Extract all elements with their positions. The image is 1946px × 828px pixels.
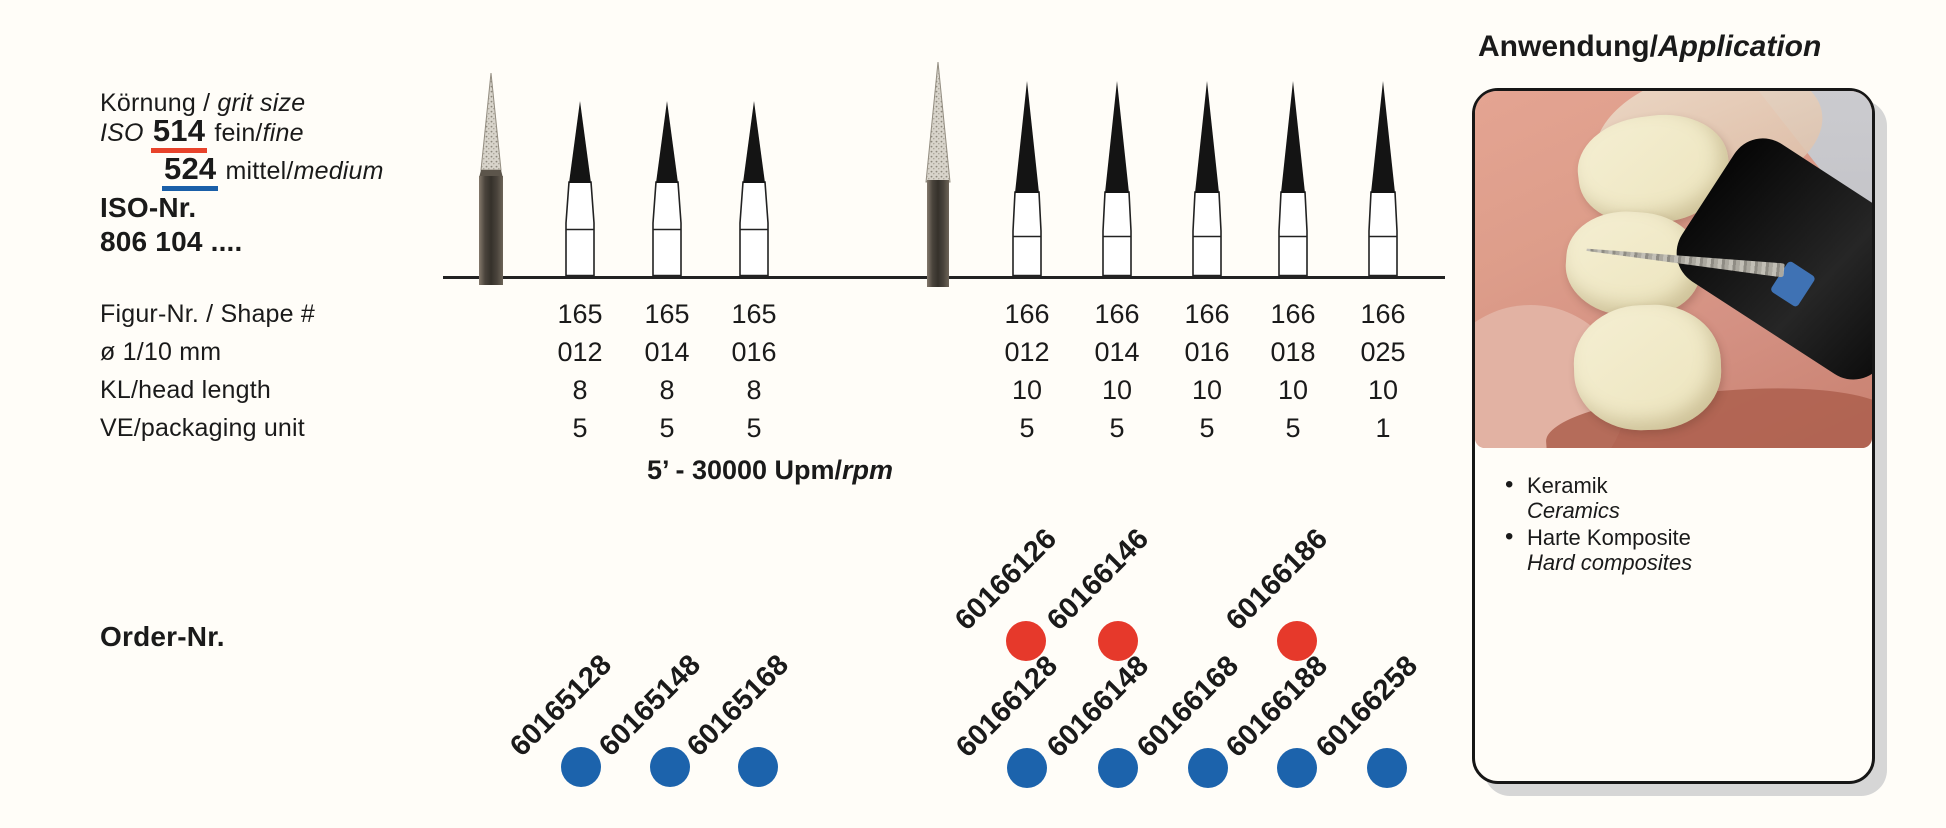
table-cell: 025 xyxy=(1360,337,1406,367)
order-dot-blue xyxy=(1007,748,1047,788)
application-list: Keramik Ceramics Harte Komposite Hard co… xyxy=(1503,472,1693,577)
label-iso-514: ISO 514 fein/fine xyxy=(100,115,304,153)
order-dot-blue xyxy=(1098,748,1138,788)
order-dot-blue xyxy=(738,747,778,787)
table-cell: 165 xyxy=(731,299,777,329)
label-grit-en: grit size xyxy=(217,89,306,117)
table-cell: 5 xyxy=(1109,413,1125,443)
bur-drawing-166-018 xyxy=(1278,81,1308,277)
label-row-head-length: KL/head length xyxy=(100,376,272,404)
table-cell: 016 xyxy=(1184,337,1230,367)
speed-text: 5’ - 30000 Upm/ xyxy=(646,455,843,485)
label-iso-nr: ISO-Nr. xyxy=(100,192,197,223)
table-cell: 10 xyxy=(1277,375,1309,405)
table-cell: 012 xyxy=(1004,337,1050,367)
label-row-packaging: VE/packaging unit xyxy=(100,414,305,442)
bur-drawing-165-012 xyxy=(565,101,595,277)
table-cell: 5 xyxy=(1285,413,1301,443)
bur-drawing-166-016 xyxy=(1192,81,1222,277)
table-cell: 166 xyxy=(1094,299,1140,329)
order-dot-blue xyxy=(1277,748,1317,788)
label-order-nr: Order-Nr. xyxy=(100,621,225,652)
bur-photo-165 xyxy=(479,72,503,285)
table-cell: 014 xyxy=(1094,337,1140,367)
label-row-shape: Figur-Nr. / Shape # xyxy=(100,300,316,328)
grade-code-524: 524 xyxy=(162,153,219,191)
order-dot-red xyxy=(1277,621,1317,661)
bur-photo-166 xyxy=(925,61,951,287)
order-dot-red xyxy=(1098,621,1138,661)
grade-524-en: medium xyxy=(293,157,384,185)
table-cell: 166 xyxy=(1270,299,1316,329)
table-cell: 5 xyxy=(1019,413,1035,443)
application-title: Anwendung/Application xyxy=(1478,30,1821,64)
list-item: Keramik Ceramics xyxy=(1503,472,1692,523)
table-cell: 166 xyxy=(1184,299,1230,329)
table-cell: 5 xyxy=(1199,413,1215,443)
speed-rpm: rpm xyxy=(842,455,894,485)
table-cell: 012 xyxy=(557,337,603,367)
application-photo xyxy=(1475,91,1872,448)
grade-514-en: fine xyxy=(262,119,304,147)
table-cell: 018 xyxy=(1270,337,1316,367)
table-cell: 8 xyxy=(572,375,588,405)
order-dot-blue xyxy=(1367,748,1407,788)
application-title-en: Application xyxy=(1657,30,1822,63)
table-cell: 165 xyxy=(557,299,603,329)
table-cell: 10 xyxy=(1191,375,1223,405)
label-grit-de: Körnung / xyxy=(100,89,211,117)
bur-drawing-166-012 xyxy=(1012,81,1042,277)
table-cell: 016 xyxy=(731,337,777,367)
label-row-diameter: ø 1/10 mm xyxy=(100,338,222,366)
grade-code-514: 514 xyxy=(150,115,208,153)
label-iso-nr-value: 806 104 .... xyxy=(100,226,243,257)
table-cell: 10 xyxy=(1367,375,1399,405)
table-cell: 5 xyxy=(572,413,588,443)
table-cell: 166 xyxy=(1004,299,1050,329)
application-item-de: Keramik xyxy=(1503,472,1692,498)
table-cell: 10 xyxy=(1011,375,1043,405)
grade-514-de: fein/ xyxy=(214,119,263,147)
application-title-de: Anwendung/ xyxy=(1478,30,1658,63)
table-cell: 166 xyxy=(1360,299,1406,329)
order-dot-red xyxy=(1006,621,1046,661)
order-dot-blue xyxy=(1188,748,1228,788)
bur-drawing-166-014 xyxy=(1102,81,1132,277)
table-cell: 5 xyxy=(746,413,762,443)
order-dot-blue xyxy=(561,747,601,787)
table-cell: 8 xyxy=(746,375,762,405)
bur-drawing-165-014 xyxy=(652,101,682,277)
photo-crown xyxy=(1572,302,1724,433)
table-cell: 8 xyxy=(659,375,675,405)
bur-drawing-166-025 xyxy=(1368,81,1398,277)
speed-rating: 5’ - 30000 Upm/rpm xyxy=(520,455,1020,486)
table-cell: 5 xyxy=(659,413,675,443)
order-number: 60166186 xyxy=(1220,522,1334,637)
grade-524-de: mittel/ xyxy=(225,157,294,185)
order-dot-blue xyxy=(650,747,690,787)
table-cell: 10 xyxy=(1101,375,1133,405)
application-item-en: Hard composites xyxy=(1527,550,1693,575)
table-cell: 1 xyxy=(1375,413,1391,443)
list-item: Harte Komposite Hard composites xyxy=(1503,524,1693,575)
label-iso-524: 524 mittel/medium xyxy=(100,153,384,191)
application-item-de: Harte Komposite xyxy=(1503,524,1692,550)
label-iso-prefix: ISO xyxy=(100,119,144,147)
bur-drawing-165-016 xyxy=(739,101,769,277)
label-grit-size: Körnung / grit size xyxy=(100,88,305,118)
application-item-en: Ceramics xyxy=(1527,498,1620,523)
table-cell: 165 xyxy=(644,299,690,329)
application-panel: Keramik Ceramics Harte Komposite Hard co… xyxy=(1472,88,1875,784)
table-cell: 014 xyxy=(644,337,690,367)
